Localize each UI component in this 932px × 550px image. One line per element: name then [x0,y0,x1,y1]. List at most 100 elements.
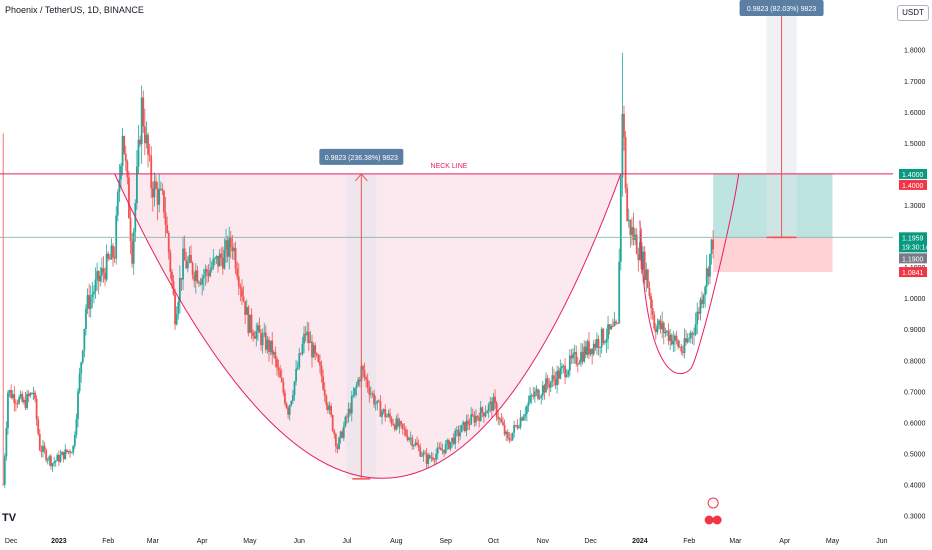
candle-body [470,414,473,425]
candle [510,433,512,442]
candle [532,387,535,400]
candle-body [454,430,457,444]
candle [447,438,450,450]
candle-body [390,418,393,424]
candle-body [435,453,438,460]
candle-body [498,418,501,420]
candle [61,450,63,456]
candle-body [691,332,694,335]
candle [175,306,178,326]
candle [712,230,715,259]
candle-body [196,270,199,283]
candle [498,416,501,426]
candle-body [605,339,608,343]
candle [546,375,549,390]
candle-body [244,301,247,315]
time-tick-label: May [243,538,257,545]
candle-body [50,456,52,467]
candle-body [314,345,317,354]
candle [494,389,496,409]
candle [376,400,379,411]
candle-body [129,218,132,242]
candle-body [54,460,57,463]
candle [525,404,528,422]
candle [237,263,240,295]
candle-body [153,181,156,198]
candle [186,256,189,273]
candle [188,246,191,264]
candle-body [271,340,274,355]
candle [677,339,680,350]
target-measure-label-text: 0.9823 (82.03%) 9823 [747,6,816,13]
candle-body [120,165,122,180]
candle [233,242,235,261]
candle [632,212,635,246]
candle-body [96,271,98,280]
time-tick-label: Mar [147,538,160,545]
candle-body [72,445,75,453]
candle [709,253,711,285]
candle [689,329,692,344]
candle [561,362,563,375]
candle [73,431,76,449]
cup-depth-measure-label-text: 0.9823 (236.38%) 9823 [325,155,398,162]
candle [112,242,114,267]
candle-body [150,155,153,189]
candle [150,146,153,199]
candle-body [342,426,345,438]
candle [42,439,44,458]
candle-body [24,399,27,408]
candle [325,394,328,411]
candle [484,405,487,418]
currency-button[interactable]: USDT [897,5,929,21]
candle-body [467,420,469,425]
candle [570,349,573,365]
candle-body [13,394,16,404]
candle-body [382,409,385,412]
candle-body [693,334,695,336]
candle-body [171,271,173,282]
candle [234,241,237,275]
candle-body [629,219,632,235]
candle-body [357,379,360,386]
candle [282,377,285,397]
candle-body [64,449,67,460]
candle-body [635,234,638,254]
candle [419,443,422,458]
candle-body [384,409,387,418]
candle [529,387,531,405]
candle-body [3,456,6,485]
candle-body [651,308,654,315]
candle-body [237,276,240,287]
candle [32,386,35,400]
candle [707,266,710,285]
candle-body [463,422,466,432]
candle-body [422,452,425,456]
candle [97,270,100,295]
price-tick-label: 1.7000 [904,79,926,86]
candle [514,424,517,428]
candle-body [284,392,286,404]
candle [565,368,568,379]
candle [414,439,417,447]
candle [581,343,584,365]
candle-body [514,425,517,427]
candle-body [608,324,611,330]
candle-body [459,432,461,437]
candle [249,314,251,334]
candle-body [564,365,566,377]
candle-body [675,335,678,341]
candle-body [532,395,535,397]
candle-body [626,188,629,221]
candle-body [362,366,364,371]
candle [291,389,294,404]
candle [80,361,83,383]
price-label-box [899,267,927,278]
candle [296,361,299,371]
candle-body [263,332,266,335]
candle [635,228,638,255]
candle-body [145,134,148,144]
target-measure-label-box [739,0,824,16]
candle [303,326,305,354]
